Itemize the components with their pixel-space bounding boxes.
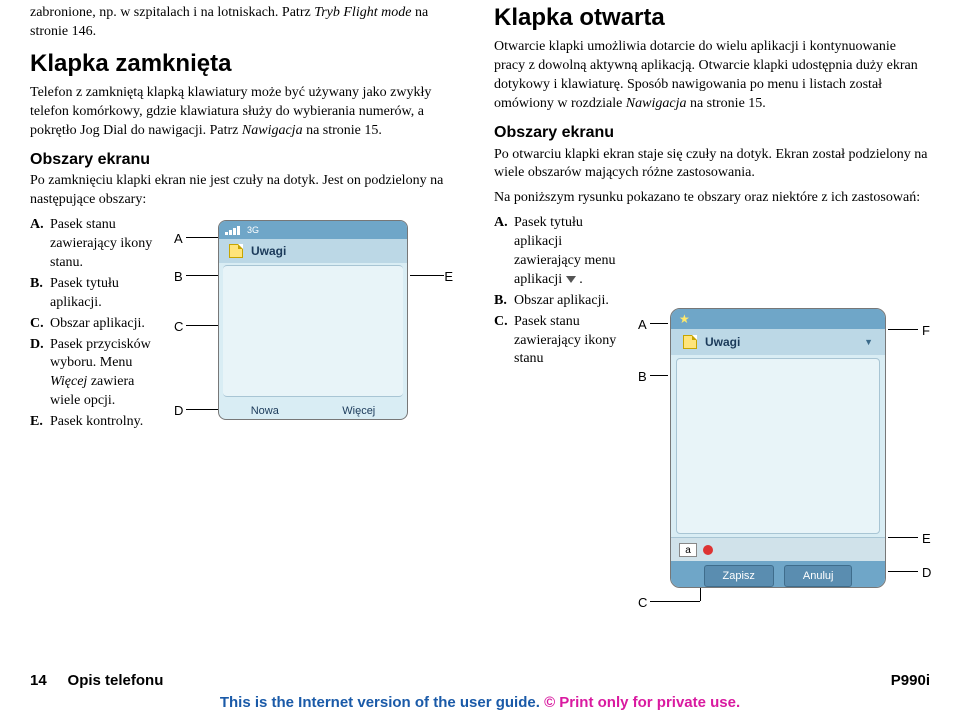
app-body [223, 265, 403, 397]
open-para2: Po otwarciu klapki ekran staje się czuły… [494, 146, 930, 184]
list-text: Pasek tytułu aplikacji zawierający menu … [514, 214, 626, 290]
phone-screen-closed: 3G Uwagi Nowa Więcej [218, 220, 408, 420]
areas-heading-left: Obszary ekranu [30, 149, 466, 171]
list-item: A. Pasek stanu zawierający ikony stanu. [30, 216, 160, 273]
callout-b: B [638, 368, 647, 386]
list-text-a: Pasek przycisków wyboru. Menu [50, 337, 151, 371]
note-icon [683, 335, 697, 349]
app-title: Uwagi [251, 243, 286, 259]
page-footer: 14 Opis telefonu P990i This is the Inter… [0, 671, 960, 714]
leader-line [650, 375, 668, 376]
areas-para-left: Po zamknięciu klapki ekran nie jest czuł… [30, 172, 466, 210]
footer-notice-2: © Print only for private use. [544, 694, 740, 711]
leader-line [186, 275, 218, 276]
list-text: Obszar aplikacji. [50, 315, 160, 334]
open-para1: Otwarcie klapki umożliwia dotarcie do wi… [494, 38, 930, 114]
model-name: P990i [891, 671, 930, 691]
open-heading: Klapka otwarta [494, 2, 930, 34]
list-letter: A. [494, 214, 514, 290]
dropdown-icon: ▼ [864, 336, 873, 348]
list-letter: A. [30, 216, 50, 273]
signal-icon [225, 225, 241, 235]
areas-heading-right: Obszary ekranu [494, 122, 930, 144]
app-title: Uwagi [705, 334, 740, 350]
footer-left: 14 Opis telefonu [30, 671, 163, 691]
list-text: Pasek kontrolny. [50, 413, 160, 432]
star-icon: ★ [679, 311, 690, 327]
footer-notice-1: This is the Internet version of the user… [220, 694, 544, 711]
cancel-button: Anuluj [784, 565, 853, 587]
callout-f: F [922, 322, 930, 340]
softkey-right: Więcej [342, 404, 375, 419]
title-bar: Uwagi [219, 239, 407, 263]
page-number: 14 [30, 672, 47, 689]
kb-key-a: a [679, 543, 697, 557]
closed-para: Telefon z zamkniętą klapką klawiatury mo… [30, 84, 466, 141]
list-item: D. Pasek przycisków wyboru. Menu Więcej … [30, 336, 160, 412]
list-item: E. Pasek kontrolny. [30, 413, 160, 432]
record-icon [703, 545, 713, 555]
footer-notice: This is the Internet version of the user… [30, 693, 930, 713]
closed-heading: Klapka zamknięta [30, 48, 466, 80]
open-text1b: na stronie 15. [686, 96, 765, 111]
callout-d: D [174, 402, 183, 420]
status-bar: ★ [671, 309, 885, 329]
callout-c: C [174, 318, 183, 336]
closed-text2: na stronie 15. [303, 123, 382, 138]
list-item: C. Obszar aplikacji. [30, 315, 160, 334]
leader-line [186, 237, 218, 238]
list-left: A. Pasek stanu zawierający ikony stanu. … [30, 216, 160, 434]
section-name: Opis telefonu [68, 672, 164, 689]
leader-line [410, 275, 444, 276]
leader-line [186, 409, 218, 410]
callout-d: D [922, 564, 931, 582]
leader-line [888, 537, 918, 538]
list-text: Pasek przycisków wyboru. Menu Więcej zaw… [50, 336, 160, 412]
list-letter: E. [30, 413, 50, 432]
keyboard-row: a [671, 537, 885, 561]
list-text-em: Więcej [50, 374, 87, 389]
callout-e: E [444, 268, 453, 286]
list-text: Pasek stanu zawierający ikony stanu. [50, 216, 160, 273]
note-icon [229, 244, 243, 258]
callout-c: C [638, 594, 647, 612]
figure-open: A B C D E F ★ Uwagi ▼ a Zapisz Anuluj [490, 308, 950, 613]
open-para3: Na poniższym rysunku pokazano te obszary… [494, 189, 930, 208]
list-letter: B. [30, 275, 50, 313]
button-row: Zapisz Anuluj [671, 561, 885, 588]
network-icon: 3G [247, 224, 259, 236]
closed-em: Nawigacja [242, 123, 303, 138]
intro-em: Tryb Flight mode [314, 5, 411, 20]
leader-line [888, 329, 918, 330]
status-bar: 3G [219, 221, 407, 239]
leader-line [186, 325, 218, 326]
title-bar: Uwagi ▼ [671, 329, 885, 355]
save-button: Zapisz [704, 565, 774, 587]
dropdown-icon [566, 276, 576, 283]
open-em: Nawigacja [626, 96, 687, 111]
figure-closed: A B C D E 3G [170, 216, 455, 456]
callout-a: A [638, 316, 647, 334]
app-body [676, 358, 880, 534]
intro-para: zabronione, np. w szpitalach i na lotnis… [30, 4, 466, 42]
callout-b: B [174, 268, 183, 286]
softkey-left: Nowa [251, 404, 279, 419]
leader-line [650, 601, 700, 602]
leader-line [650, 323, 668, 324]
list-letter: C. [30, 315, 50, 334]
list-letter: D. [30, 336, 50, 412]
list-item: B. Pasek tytułu aplikacji. [30, 275, 160, 313]
callout-a: A [174, 230, 183, 248]
phone-screen-open: ★ Uwagi ▼ a Zapisz Anuluj [670, 308, 886, 588]
list-item: A. Pasek tytułu aplikacji zawierający me… [494, 214, 626, 290]
softkey-bar: Nowa Więcej [219, 399, 407, 420]
intro-text: zabronione, np. w szpitalach i na lotnis… [30, 5, 314, 20]
list-text: Pasek tytułu aplikacji. [50, 275, 160, 313]
leader-line [888, 571, 918, 572]
callout-e: E [922, 530, 931, 548]
